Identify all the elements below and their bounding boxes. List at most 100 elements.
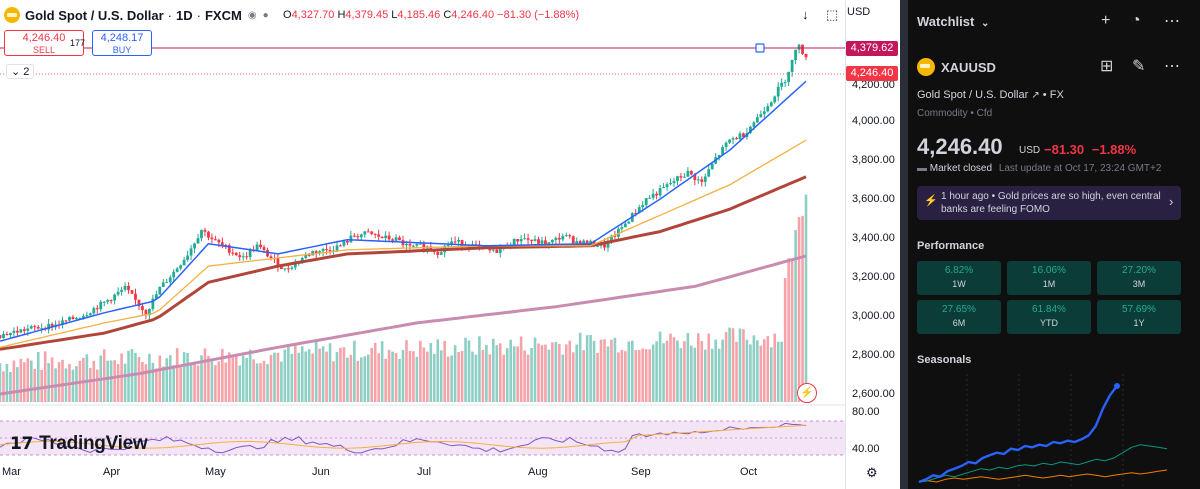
price-axis[interactable]: [845, 0, 900, 489]
perf-period: YTD: [1040, 318, 1058, 328]
symbol-row[interactable]: XAUUSD: [917, 58, 996, 76]
volume-bar: [234, 355, 238, 402]
volume-bar: [33, 368, 37, 402]
low-label: L: [391, 9, 398, 21]
price-chart[interactable]: [0, 0, 900, 489]
candle-body: [356, 236, 360, 238]
symbol-title-row[interactable]: Gold Spot / U.S. Dollar · 1D · FXCM ◉ ●: [4, 7, 269, 23]
candle-body: [182, 259, 186, 266]
candle-body: [762, 111, 766, 115]
lightning-icon[interactable]: ⚡: [797, 383, 817, 403]
volume-bar: [641, 348, 645, 402]
performance-cell-1w[interactable]: 6.82% 1W: [917, 261, 1001, 295]
candle-body: [290, 267, 294, 269]
volume-bar: [651, 344, 655, 402]
candle-body: [564, 235, 568, 237]
volume-bar: [429, 343, 433, 402]
candle-body: [606, 240, 610, 248]
volume-bar: [89, 367, 92, 402]
perf-period: 3M: [1132, 279, 1146, 289]
month-label: Jun: [312, 466, 330, 478]
volume-bar: [519, 336, 523, 402]
price-tick: 4,000.00: [852, 115, 895, 127]
candle-body: [679, 176, 683, 178]
volume-bar: [683, 341, 686, 402]
sell-button[interactable]: 4,246.40 SELL: [4, 30, 84, 56]
eye-icon[interactable]: ◉: [247, 9, 257, 21]
candle-body: [123, 285, 127, 290]
volume-bar: [102, 349, 106, 402]
performance-cell-3m[interactable]: 27.20% 3M: [1097, 261, 1181, 295]
volume-bar: [266, 364, 269, 402]
fullscreen-icon[interactable]: ⬚: [826, 7, 839, 22]
volume-bar: [742, 329, 745, 402]
grid-icon[interactable]: ⊞: [1100, 58, 1114, 75]
volume-bar: [182, 352, 186, 402]
candle-body: [780, 82, 784, 87]
candle-body: [307, 254, 311, 256]
edit-icon[interactable]: ✎: [1132, 58, 1146, 75]
volume-bar: [738, 328, 742, 402]
volume-bar: [637, 350, 641, 402]
volume-bar: [113, 360, 116, 402]
candle-body: [721, 147, 725, 156]
more-icon[interactable]: ⋯: [1164, 13, 1180, 30]
tradingview-logo[interactable]: 𝟭𝟳 TradingView: [10, 433, 148, 455]
volume-bar: [373, 342, 377, 402]
volume-bar: [332, 361, 335, 402]
candle-body: [5, 333, 9, 336]
volume-bar: [658, 331, 662, 402]
candle-body: [544, 240, 547, 245]
currency-label[interactable]: USD: [847, 6, 871, 18]
candle-body: [596, 245, 599, 247]
volume-bar: [547, 349, 551, 402]
open-label: O: [283, 9, 292, 21]
month-label: Oct: [740, 466, 758, 478]
volume-bar: [280, 361, 283, 402]
candle-body: [717, 155, 721, 158]
month-label: Sep: [631, 466, 651, 478]
indicators-collapse-button[interactable]: ⌄ 2: [6, 64, 35, 79]
volume-bar: [325, 351, 328, 402]
candle-body: [488, 248, 492, 251]
performance-cell-1m[interactable]: 16.06% 1M: [1007, 261, 1091, 295]
pie-chart-icon[interactable]: ◔: [1131, 12, 1141, 29]
performance-cell-ytd[interactable]: 61.84% YTD: [1007, 300, 1091, 334]
volume-bar: [697, 333, 700, 402]
candle-body: [102, 301, 106, 303]
settings-gear-icon[interactable]: ⚙: [866, 465, 878, 480]
pane-divider[interactable]: [900, 0, 908, 489]
volume-bar: [221, 348, 224, 402]
news-text: 1 hour ago • Gold prices are so high, ev…: [941, 190, 1161, 216]
performance-cell-1y[interactable]: 57.69% 1Y: [1097, 300, 1181, 334]
add-icon[interactable]: +: [1101, 12, 1111, 29]
interval-label[interactable]: 1D: [176, 7, 193, 23]
candle-body: [220, 242, 224, 245]
candle-body: [363, 231, 367, 235]
watchlist-title[interactable]: Watchlist ⌄: [917, 14, 989, 29]
seasonals-chart[interactable]: [917, 374, 1187, 486]
more-icon[interactable]: ⋯: [1164, 58, 1180, 75]
candle-body: [575, 241, 579, 244]
download-icon[interactable]: ↓: [802, 7, 809, 22]
candle-body: [325, 248, 328, 250]
volume-bar: [196, 365, 200, 402]
volume-bar: [109, 360, 113, 402]
volume-bar: [297, 352, 301, 402]
chevron-right-icon: ›: [1169, 194, 1174, 209]
candle-body: [238, 255, 242, 258]
news-banner[interactable]: ⚡ 1 hour ago • Gold prices are so high, …: [917, 186, 1181, 220]
performance-cell-6m[interactable]: 27.65% 6M: [917, 300, 1001, 334]
volume-bar: [346, 357, 349, 402]
candle-body: [693, 174, 697, 181]
volume-bar: [335, 352, 339, 402]
candle-body: [359, 234, 363, 238]
volume-bar: [106, 360, 109, 402]
candle-body: [707, 169, 711, 177]
volume-bar: [780, 341, 783, 402]
volume-bar: [214, 365, 217, 402]
chart-pane[interactable]: Gold Spot / U.S. Dollar · 1D · FXCM ◉ ● …: [0, 0, 900, 489]
buy-button[interactable]: 4,248.17 BUY: [92, 30, 152, 56]
symbol-description[interactable]: Gold Spot / U.S. Dollar ↗ • FX: [917, 89, 1064, 101]
candle-body: [335, 245, 339, 251]
